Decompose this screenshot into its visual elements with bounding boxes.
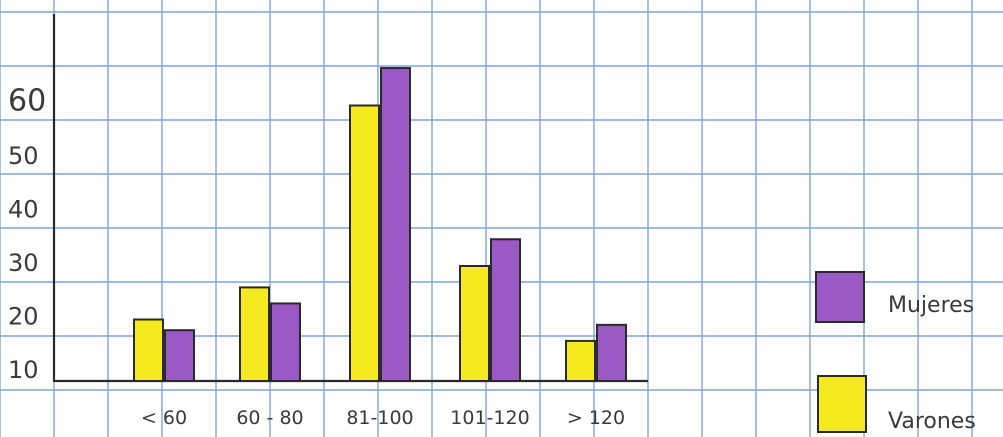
x-tick-label: 101-120 — [450, 407, 529, 429]
legend-swatch-varones — [817, 375, 867, 433]
y-tick-labels: 10 20 30 40 50 60 — [8, 84, 46, 385]
bar-varones-0 — [133, 318, 164, 382]
x-tick-label: 60 - 80 — [236, 407, 303, 429]
y-tick-label: 40 — [8, 196, 39, 224]
bar-mujeres-0 — [164, 329, 195, 383]
x-tick-label: < 60 — [141, 407, 187, 429]
legend-swatch-mujeres — [815, 271, 865, 323]
x-tick-label: > 120 — [567, 407, 625, 429]
bar-mujeres-1 — [270, 302, 301, 383]
y-tick-label: 30 — [8, 249, 39, 277]
bar-mujeres-4 — [596, 323, 627, 383]
x-tick-labels: < 60 60 - 80 81-100 101-120 > 120 — [141, 407, 625, 429]
legend: Mujeres Varones — [815, 271, 976, 434]
y-tick-label: 50 — [8, 142, 39, 170]
bar-varones-3 — [459, 265, 490, 382]
bars — [133, 67, 627, 383]
bar-mujeres-3 — [490, 238, 521, 382]
y-tick-label: 10 — [8, 356, 39, 384]
bar-varones-4 — [565, 339, 596, 382]
bar-varones-2 — [349, 104, 380, 382]
legend-label-varones: Varones — [888, 409, 976, 434]
bar-varones-1 — [239, 286, 270, 382]
legend-label-mujeres: Mujeres — [888, 293, 974, 318]
y-tick-label: 20 — [8, 303, 39, 331]
y-tick-label: 60 — [8, 84, 46, 119]
bar-mujeres-2 — [380, 67, 411, 383]
x-tick-label: 81-100 — [346, 407, 413, 429]
